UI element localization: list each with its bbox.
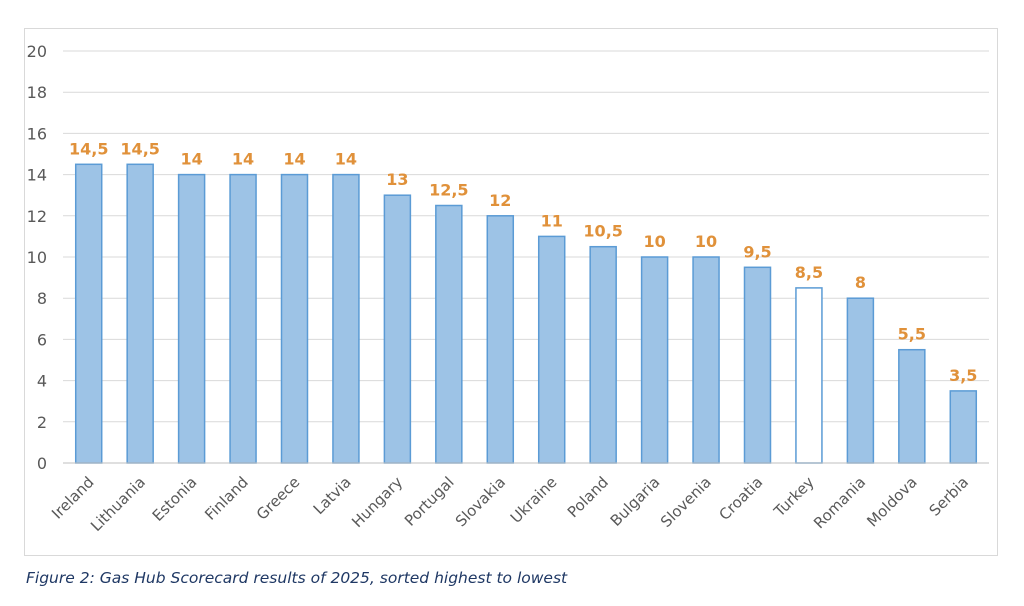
bar-moldova: [898, 348, 926, 464]
data-label: 10: [643, 232, 665, 251]
y-tick-label: 14: [27, 166, 47, 185]
x-tick-label: Slovakia: [452, 473, 509, 530]
y-tick-label: 10: [27, 248, 47, 267]
bar-romania: [846, 297, 875, 464]
x-tick-label: Serbia: [926, 473, 973, 520]
data-label: 14: [180, 150, 202, 169]
bar-serbia: [949, 390, 978, 464]
y-tick-label: 2: [37, 413, 47, 432]
bar-poland: [589, 245, 617, 464]
y-tick-label: 16: [27, 124, 47, 143]
x-tick-label: Turkey: [770, 473, 818, 521]
data-label: 5,5: [898, 325, 926, 344]
bar-greece: [280, 173, 309, 464]
data-label: 8,5: [795, 263, 823, 282]
x-tick-label: Romania: [810, 473, 869, 532]
y-tick-label: 8: [37, 289, 47, 308]
bar-bulgaria: [640, 256, 669, 464]
bar-slovakia: [486, 215, 515, 464]
y-tick-label: 18: [27, 83, 47, 102]
data-label: 14: [283, 150, 305, 169]
data-label: 13: [386, 170, 408, 189]
figure-caption: Figure 2: Gas Hub Scorecard results of 2…: [26, 569, 568, 587]
x-tick-label: Hungary: [348, 473, 406, 531]
y-tick-label: 12: [27, 207, 47, 226]
bar-ukraine: [537, 235, 566, 464]
data-label: 14: [232, 150, 254, 169]
bar-turkey: [795, 287, 823, 464]
bar-latvia: [332, 173, 360, 464]
y-tick-label: 20: [27, 42, 47, 61]
data-label: 14: [335, 150, 357, 169]
data-label: 11: [541, 211, 563, 230]
x-tick-label: Ireland: [48, 473, 97, 522]
chart-frame: 0 2 4 6 8 10 12 14 16 18 20 14,5 Ireland 14,5 Lithuani…: [24, 28, 998, 556]
bar-slovenia: [692, 256, 720, 464]
x-tick-label: Estonia: [149, 473, 201, 525]
bar-croatia: [743, 266, 772, 464]
bar-chart: 0 2 4 6 8 10 12 14 16 18 20 14,5 Ireland 14,5 Lithuani…: [27, 42, 989, 535]
x-tick-label: Ukraine: [507, 473, 561, 527]
data-label: 10: [695, 232, 717, 251]
bar-lithuania: [126, 163, 154, 464]
bar-finland: [229, 173, 257, 464]
data-label: 9,5: [743, 242, 771, 261]
data-label: 10,5: [583, 222, 622, 241]
x-tick-label: Finland: [201, 473, 252, 524]
data-label: 14,5: [69, 139, 108, 158]
x-tick-label: Moldova: [863, 473, 920, 530]
x-tick-label: Portugal: [401, 473, 458, 530]
x-tick-label: Bulgaria: [607, 473, 664, 530]
bar-hungary: [383, 194, 412, 464]
x-tick-label: Croatia: [715, 473, 766, 524]
bar-ireland: [74, 163, 103, 464]
data-label: 12: [489, 191, 511, 210]
x-tick-label: Slovenia: [657, 473, 715, 531]
y-tick-label: 4: [37, 372, 47, 391]
y-tick-label: 0: [37, 454, 47, 473]
x-tick-label: Lithuania: [87, 473, 149, 535]
y-tick-label: 6: [37, 330, 47, 349]
data-label: 3,5: [949, 366, 977, 385]
x-tick-label: Greece: [253, 473, 303, 523]
data-label: 8: [855, 273, 866, 292]
data-label: 12,5: [429, 181, 468, 200]
bar-portugal: [435, 204, 463, 464]
x-tick-label: Latvia: [310, 473, 355, 518]
bar-estonia: [177, 173, 206, 464]
data-label: 14,5: [120, 139, 159, 158]
x-tick-label: Poland: [564, 473, 612, 521]
